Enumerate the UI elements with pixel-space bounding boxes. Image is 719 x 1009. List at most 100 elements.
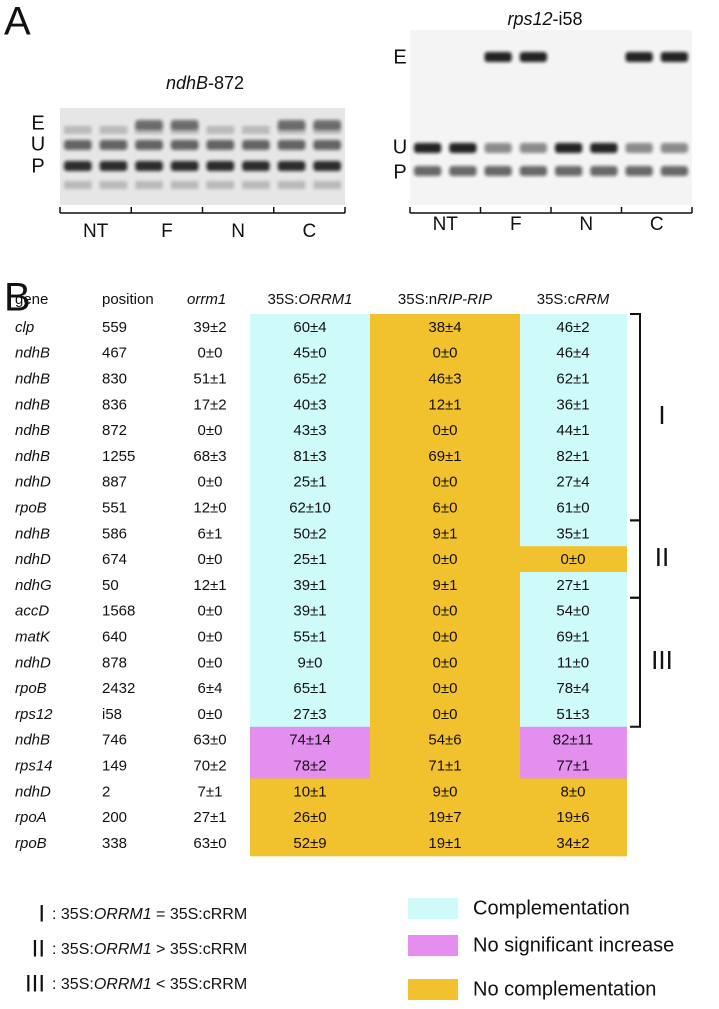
lane-label: NT	[433, 214, 459, 235]
table-cell: 27±1	[556, 577, 589, 594]
cell-fill	[520, 520, 627, 547]
gel-band	[414, 166, 442, 176]
band-label: P	[393, 161, 406, 183]
column-header-part: RIP-RIP	[437, 291, 492, 308]
note-key: I	[38, 900, 45, 927]
group-bracket	[630, 519, 641, 599]
gel-band	[242, 140, 270, 150]
table-cell: 36±1	[556, 396, 589, 413]
table-cell: 887	[102, 474, 127, 491]
cell-fill	[370, 314, 520, 341]
table-cell: 0±0	[433, 603, 458, 620]
table-cell: 19±6	[556, 809, 589, 826]
cell-fill	[250, 314, 370, 341]
table-cell: 12±1	[193, 577, 226, 594]
column-header: 35S:cRRM	[537, 291, 610, 308]
cell-fill	[250, 365, 370, 392]
lane-label: F	[510, 214, 522, 235]
table-cell: 38±4	[428, 319, 461, 336]
note-text-part: ORRM1	[94, 976, 152, 993]
cell-fill	[520, 546, 627, 573]
table-cell: 1255	[102, 448, 135, 465]
legend-swatch	[408, 935, 458, 956]
table-cell: 81±3	[293, 448, 326, 465]
table-cell: 0±0	[198, 345, 223, 362]
gene-name: rps14	[15, 757, 53, 774]
table-cell: 2	[102, 783, 110, 800]
table-cell: 17±2	[193, 396, 226, 413]
note-text-part: = 35S:cRRM	[152, 906, 248, 923]
table-cell: 830	[102, 370, 127, 387]
panel-label: B	[4, 276, 31, 320]
lane-label: N	[231, 221, 245, 242]
cell-fill	[370, 701, 520, 728]
table-cell: i58	[102, 706, 122, 723]
gene-name: ndhB	[15, 525, 50, 542]
gel-band	[135, 126, 163, 134]
gel-band	[313, 140, 341, 150]
table-cell: 40±3	[293, 396, 326, 413]
table-cell: 54±6	[428, 732, 461, 749]
gel-band	[206, 140, 235, 150]
table-cell: 74±14	[289, 732, 331, 749]
table-cell: 26±0	[293, 809, 326, 826]
column-header-part: RRM	[575, 291, 610, 308]
cell-fill	[370, 468, 520, 496]
cell-fill	[370, 391, 520, 418]
group-label: I	[658, 400, 665, 430]
table-cell: 0±0	[198, 706, 223, 723]
table-cell: 55±1	[293, 628, 326, 645]
table-cell: 9±1	[433, 577, 458, 594]
gel-band	[206, 181, 235, 189]
gene-name: ndhB	[15, 396, 50, 413]
cell-fill	[370, 649, 520, 676]
gene-name: rps12	[15, 706, 53, 723]
table-cell: 6±4	[198, 680, 223, 697]
gel-band	[135, 161, 163, 171]
lane-label: N	[579, 214, 593, 235]
gel-band	[449, 143, 477, 153]
table-cell: 0±0	[433, 422, 458, 439]
table-cell: 0±0	[198, 654, 223, 671]
cell-fill	[250, 649, 370, 676]
cell-fill	[520, 597, 627, 625]
band-label: E	[31, 112, 44, 134]
gel-band	[590, 166, 618, 176]
table-cell: 25±1	[293, 551, 326, 568]
table-cell: 39±2	[193, 319, 226, 336]
gel-title-part: -i58	[553, 9, 583, 29]
note-text: : 35S:ORRM1 < 35S:cRRM	[52, 976, 247, 993]
gel-band	[170, 140, 199, 150]
table-cell: 9±0	[433, 783, 458, 800]
group-bracket	[630, 313, 641, 522]
table-cell: 6±0	[433, 499, 458, 516]
cell-fill	[250, 701, 370, 728]
cell-fill	[370, 365, 520, 392]
table-cell: 78±4	[556, 680, 589, 697]
note-text: : 35S:ORRM1 = 35S:cRRM	[52, 906, 247, 923]
cell-fill	[250, 443, 370, 470]
table-cell: 11±0	[557, 654, 589, 671]
gel-band	[277, 140, 306, 150]
gel-band	[555, 143, 583, 153]
gel-title: rps12-i58	[507, 9, 582, 29]
gel-band	[135, 181, 163, 189]
gel-band	[170, 126, 199, 134]
gene-name: rpoB	[15, 835, 47, 852]
gel-band	[519, 52, 547, 62]
cell-fill	[370, 520, 520, 547]
cell-fill	[520, 623, 627, 650]
table-cell: 34±2	[556, 835, 589, 852]
cell-fill	[250, 391, 370, 418]
note-text-part: < 35S:cRRM	[152, 976, 248, 993]
table-cell: 0±0	[433, 654, 458, 671]
cell-fill	[250, 623, 370, 650]
cell-fill	[250, 572, 370, 599]
note-text-part: ORRM1	[94, 906, 152, 923]
gel-band	[660, 166, 688, 176]
table-cell: 559	[102, 319, 127, 336]
column-header-part: 35S:	[267, 291, 298, 308]
gel-band	[99, 140, 128, 150]
table-cell: 25±1	[293, 474, 326, 491]
